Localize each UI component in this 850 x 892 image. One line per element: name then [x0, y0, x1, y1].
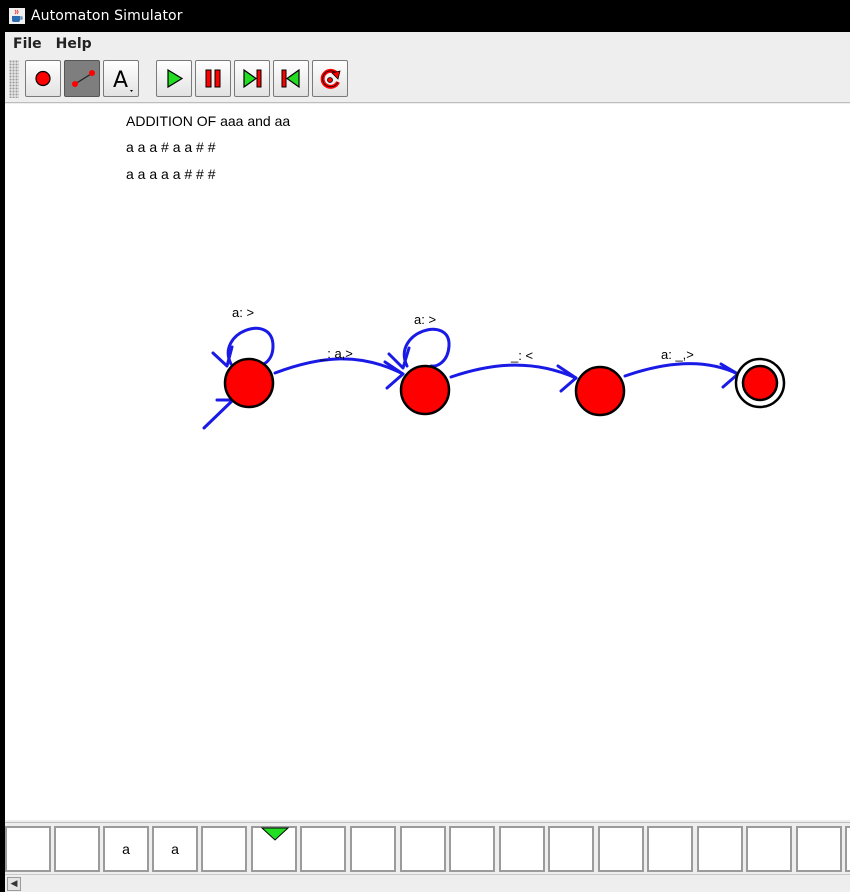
transition-q2-q3[interactable]: [623, 362, 740, 389]
reset-button[interactable]: [312, 60, 348, 97]
tape-head-icon: [261, 827, 289, 841]
tape-cell[interactable]: [598, 826, 644, 872]
annotation-title[interactable]: ADDITION OF aaa and aa: [126, 113, 291, 129]
menu-file[interactable]: File: [13, 36, 42, 52]
step-forward-icon: [243, 68, 262, 89]
tape-strip: a a: [5, 822, 850, 875]
pause-icon: [205, 69, 221, 88]
state-q1[interactable]: [399, 364, 451, 416]
state-q0[interactable]: [223, 357, 275, 409]
menu-bar: File Help: [5, 32, 850, 56]
tape-cell[interactable]: [796, 826, 842, 872]
add-state-button[interactable]: [25, 60, 61, 97]
application-window: Automaton Simulator File Help A: [5, 0, 850, 892]
tape-scrollbar[interactable]: ◀: [5, 874, 850, 892]
step-back-icon: [281, 68, 300, 89]
annotation-input[interactable]: a a a # a a # #: [126, 139, 216, 155]
tape-cell[interactable]: [201, 826, 247, 872]
text-a-icon: A: [113, 68, 133, 93]
tape-cell[interactable]: [54, 826, 100, 872]
text-tool-glyph: A: [113, 68, 128, 93]
tape-cell[interactable]: [300, 826, 346, 872]
step-forward-button[interactable]: [234, 60, 270, 97]
label-q0-q0[interactable]: a: >: [232, 305, 254, 320]
title-bar: Automaton Simulator: [5, 0, 850, 32]
menu-help[interactable]: Help: [55, 36, 92, 52]
tape-cell[interactable]: a: [152, 826, 198, 872]
transition-arrow-icon: [72, 70, 95, 87]
tape-cell[interactable]: [499, 826, 545, 872]
java-cup-icon: [9, 8, 25, 24]
add-transition-button[interactable]: [64, 60, 100, 97]
run-button[interactable]: [156, 60, 192, 97]
reset-icon: [320, 68, 341, 89]
transition-q0-q1[interactable]: [273, 357, 405, 390]
annotation-output[interactable]: a a a a a # # #: [126, 166, 216, 182]
label-q0-q1[interactable]: _: a,>: [319, 346, 353, 361]
editor-canvas[interactable]: ADDITION OF aaa and aa a a a # a a # # a…: [5, 104, 850, 820]
tape-cell[interactable]: [350, 826, 396, 872]
state-q3-accepting[interactable]: [734, 357, 786, 409]
tape-cell[interactable]: [647, 826, 693, 872]
tape-cell[interactable]: [449, 826, 495, 872]
transition-q1-q2[interactable]: [449, 363, 578, 393]
tape-cell[interactable]: a: [103, 826, 149, 872]
transition-q1-q1[interactable]: [387, 327, 451, 370]
tape-cell[interactable]: [697, 826, 743, 872]
tape-cell[interactable]: [845, 826, 850, 872]
pause-button[interactable]: [195, 60, 231, 97]
step-back-button[interactable]: [273, 60, 309, 97]
label-q1-q2[interactable]: _: <: [510, 348, 533, 363]
tape-cell[interactable]: [5, 826, 51, 872]
state-diagram: a: > _: a,> a: > _: < a: _,>: [202, 305, 786, 430]
scroll-left-icon[interactable]: ◀: [7, 877, 21, 891]
toolbar: A: [5, 56, 850, 103]
toolbar-grip[interactable]: [9, 60, 19, 98]
label-q1-q1[interactable]: a: >: [414, 312, 436, 327]
state-q2[interactable]: [574, 365, 626, 417]
red-dot-icon: [35, 70, 51, 87]
tape-cell[interactable]: [548, 826, 594, 872]
tape-cell[interactable]: [746, 826, 792, 872]
tape-cell[interactable]: [400, 826, 446, 872]
play-icon: [167, 68, 184, 89]
window-title: Automaton Simulator: [31, 8, 183, 24]
add-text-button[interactable]: A: [103, 60, 139, 97]
label-q2-q3[interactable]: a: _,>: [661, 347, 694, 362]
